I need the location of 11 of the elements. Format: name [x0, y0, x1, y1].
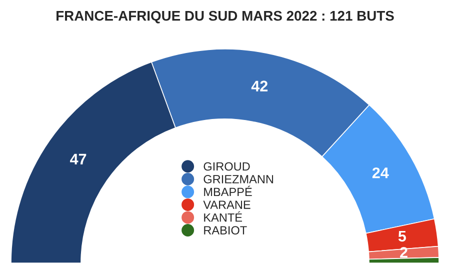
legend-label: VARANE	[203, 200, 250, 209]
legend-label: KANTÉ	[204, 211, 242, 222]
data-label: 47	[70, 154, 86, 164]
legend-label: GIROUD	[204, 162, 250, 171]
data-label: 24	[372, 167, 389, 178]
data-label: 42	[251, 80, 268, 92]
legend-label: RABIOT	[204, 226, 247, 234]
legend-label: MBAPPÉ	[204, 186, 252, 196]
legend-label: GRIEZMANN	[204, 175, 274, 184]
chart-title: FRANCE-AFRIQUE DU SUD MARS 2022 : 121 BUTS	[56, 10, 394, 24]
data-label: 5	[398, 230, 406, 242]
